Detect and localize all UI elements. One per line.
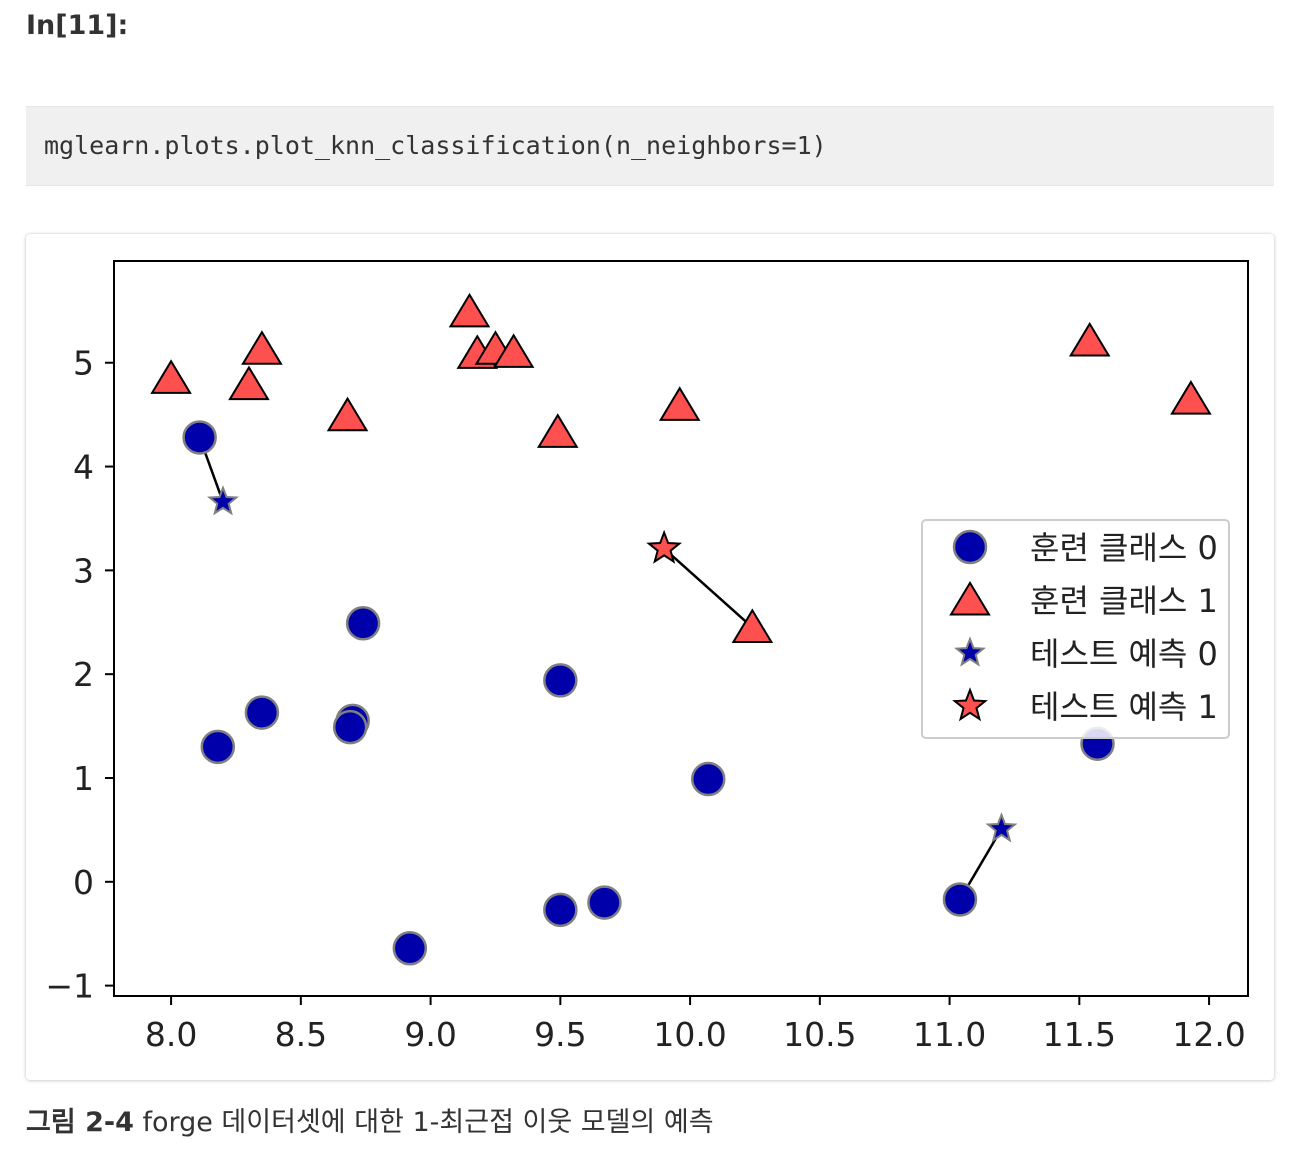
- train-class0-point: [200, 729, 236, 765]
- y-tick-label: 4: [73, 448, 94, 487]
- legend-label: 훈련 클래스 0: [1030, 529, 1218, 567]
- x-tick-label: 9.5: [534, 1015, 586, 1054]
- output-cell: 8.0 8.5 9.0 9.5 10.0 10.5 11.0 11.5 12.0 −1 0 1 2 3 4…: [26, 234, 1274, 1080]
- y-tick-label: 5: [73, 344, 94, 383]
- code-text: mglearn.plots.plot_knn_classification(n_…: [44, 131, 827, 160]
- x-tick-label: 10.0: [653, 1015, 726, 1054]
- legend: 훈련 클래스 0 훈련 클래스 1 테스트 예측 0 테스트 예측 1: [921, 519, 1230, 739]
- figure-caption: 그림 2-4 forge 데이터셋에 대한 1-최근접 이웃 모델의 예측: [26, 1100, 714, 1139]
- test-pred0-point: [207, 485, 239, 516]
- train-class0-point: [942, 882, 978, 917]
- train-class0-point: [543, 892, 578, 928]
- x-tick-label: 8.0: [145, 1015, 197, 1054]
- plot-frame: [113, 260, 1249, 997]
- x-tick-label: 12.0: [1172, 1015, 1245, 1054]
- y-axis-ticks: −1 0 1 2 3 4 5: [45, 344, 114, 1006]
- train-class0-point: [543, 663, 578, 698]
- train-class1-point: [241, 330, 283, 365]
- legend-marker: [949, 580, 991, 616]
- train-class1-point: [731, 608, 774, 643]
- figure-number: 그림 2-4: [26, 1107, 134, 1138]
- y-tick-label: −1: [45, 967, 94, 1006]
- x-tick-label: 8.5: [275, 1015, 327, 1054]
- y-tick-label: 2: [73, 655, 94, 694]
- train-class0-point: [690, 761, 726, 797]
- train-class1-point: [658, 386, 701, 421]
- train-class1-point: [326, 396, 369, 432]
- test-pred0-point: [985, 812, 1018, 843]
- train-class1-point: [150, 359, 192, 394]
- train-class0-point: [587, 885, 622, 920]
- train-class1-point: [1170, 380, 1212, 415]
- x-tick-label: 9.0: [404, 1015, 456, 1054]
- figure-text: forge 데이터셋에 대한 1-최근접 이웃 모델의 예측: [133, 1107, 714, 1138]
- train-class0-point: [345, 606, 381, 641]
- x-axis-ticks: 8.0 8.5 9.0 9.5 10.0 10.5 11.0 11.5 12.0: [145, 996, 1246, 1054]
- legend-box: [921, 519, 1230, 739]
- data-points: [150, 292, 1212, 966]
- train-class0-point: [392, 930, 428, 966]
- y-tick-label: 1: [73, 759, 94, 798]
- neighbor-line: [663, 547, 754, 629]
- legend-marker: [952, 529, 988, 565]
- x-tick-label: 11.0: [913, 1015, 986, 1054]
- train-class0-point: [244, 695, 280, 730]
- test-pred1-point: [646, 529, 683, 564]
- train-class1-point: [1068, 321, 1111, 357]
- legend-label: 테스트 예측 0: [1030, 635, 1218, 673]
- legend-label: 훈련 클래스 1: [1030, 582, 1218, 620]
- x-tick-label: 11.5: [1043, 1015, 1116, 1054]
- train-class0-point: [332, 709, 368, 745]
- train-class1-point: [448, 292, 491, 328]
- y-tick-label: 3: [73, 551, 94, 590]
- y-tick-label: 0: [73, 863, 94, 902]
- code-cell[interactable]: mglearn.plots.plot_knn_classification(n_…: [26, 106, 1274, 186]
- train-class0-point: [182, 420, 217, 455]
- neighbor-lines: [198, 437, 1003, 901]
- legend-label: 테스트 예측 1: [1030, 688, 1218, 726]
- train-class1-point: [228, 365, 270, 401]
- legend-marker: [952, 687, 988, 722]
- cell-prompt: In[11]:: [26, 10, 129, 41]
- train-class1-point: [536, 413, 579, 448]
- x-tick-label: 10.5: [783, 1015, 856, 1054]
- train-class1-point: [492, 333, 535, 368]
- legend-marker: [954, 636, 986, 667]
- knn-scatter-chart: 8.0 8.5 9.0 9.5 10.0 10.5 11.0 11.5 12.0 −1 0 1 2 3 4…: [45, 260, 1249, 1054]
